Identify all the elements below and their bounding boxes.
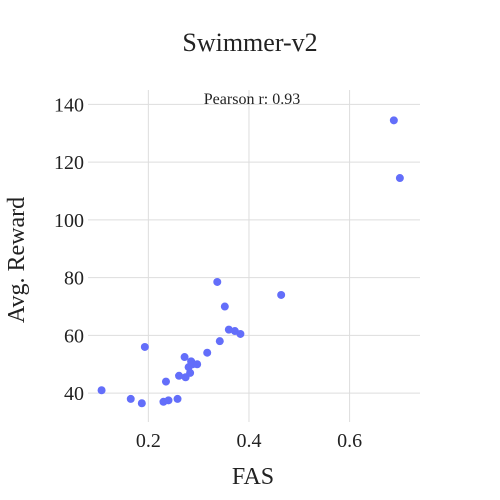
y-tick-label: 120 [54,152,84,174]
data-point [277,290,286,299]
data-point [137,399,146,408]
data-point [220,302,229,311]
data-point [389,116,398,125]
data-point [186,368,195,377]
pearson-annotation: Pearson r: 0.93 [204,91,300,108]
data-point [126,394,135,403]
y-tick-label: 100 [54,210,84,232]
data-point [175,371,184,380]
x-tick-label: 0.6 [337,430,362,452]
data-point [224,325,233,334]
x-axis-title: FAS [232,464,274,490]
data-point [193,360,202,369]
y-tick-label: 140 [54,94,84,116]
data-point [161,377,170,386]
data-point [236,329,245,338]
data-point [97,386,106,395]
data-point [164,396,173,405]
data-points [97,116,404,408]
data-point [173,394,182,403]
tick-labels: 40 60 80 100 120 140 0.2 0.4 0.6 [54,94,362,452]
data-point [213,277,222,286]
data-point [180,353,189,362]
y-axis-title: Avg. Reward [4,197,30,323]
data-point [215,337,224,346]
y-tick-label: 40 [64,383,84,405]
grid [88,90,420,422]
y-tick-label: 60 [64,325,84,347]
data-point [140,342,149,351]
x-tick-label: 0.2 [136,430,161,452]
chart-title: Swimmer-v2 [182,28,317,57]
y-tick-label: 80 [64,268,84,290]
x-tick-label: 0.4 [236,430,261,452]
data-point [203,348,212,357]
data-point [395,174,404,183]
